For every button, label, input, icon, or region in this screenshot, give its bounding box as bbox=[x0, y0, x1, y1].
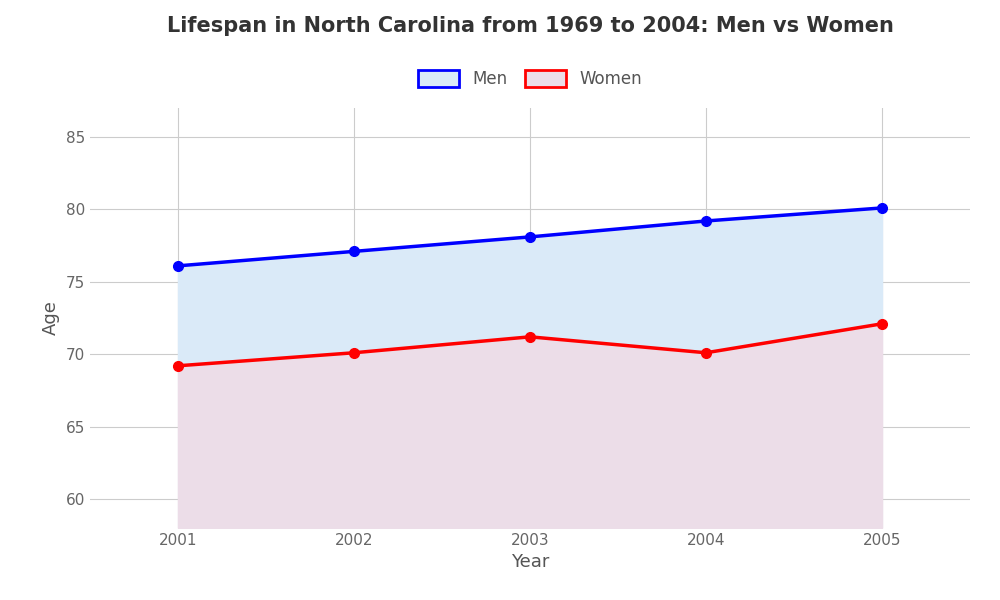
Y-axis label: Age: Age bbox=[42, 301, 60, 335]
X-axis label: Year: Year bbox=[511, 553, 549, 571]
Legend: Men, Women: Men, Women bbox=[409, 62, 651, 97]
Title: Lifespan in North Carolina from 1969 to 2004: Men vs Women: Lifespan in North Carolina from 1969 to … bbox=[167, 16, 893, 35]
